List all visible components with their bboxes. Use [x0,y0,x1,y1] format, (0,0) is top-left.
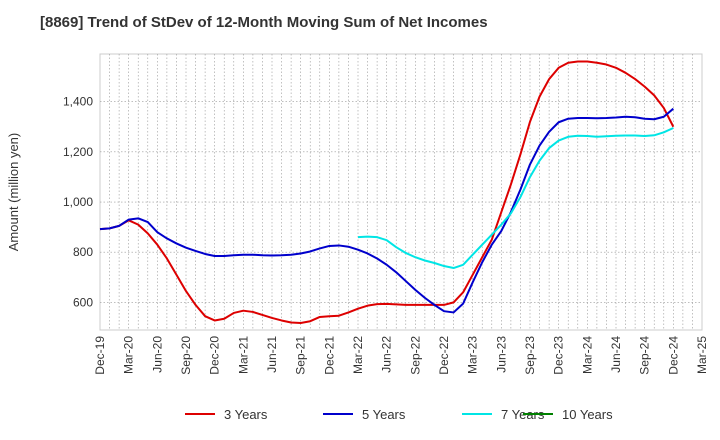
plot-area [99,53,703,331]
x-tick-label: Dec-23 [552,336,566,375]
x-tick-label: Sep-20 [179,336,193,375]
y-tick-label: 1,400 [63,95,93,109]
x-tick-label: Sep-23 [523,336,537,375]
legend-label: 5 Years [362,407,406,422]
series-line-5-years [99,107,674,314]
grid [100,54,702,330]
x-tick-label: Mar-23 [466,336,480,374]
x-tick-label: Sep-21 [294,336,308,375]
legend-label: 10 Years [562,407,613,422]
x-tick-labels: Dec-19 Mar-20 Jun-20 Sep-20 Dec-20 Mar-21 Jun-… [93,336,709,375]
y-tick-label: 800 [73,245,93,259]
y-tick-labels: 600 800 1,000 1,200 1,400 [63,95,93,310]
x-tick-label: Dec-24 [666,336,680,375]
series-line-3-years [99,60,675,324]
x-tick-label: Dec-20 [208,336,222,375]
legend: 3 Years 5 Years 7 Years 10 Years [185,407,613,422]
legend-label: 7 Years [501,407,545,422]
y-tick-label: 1,200 [63,145,93,159]
y-axis-title: Amount (million yen) [6,133,21,252]
y-tick-label: 600 [73,295,93,309]
x-tick-label: Jun-23 [494,336,508,373]
x-tick-label: Jun-24 [609,336,623,373]
chart-title: [8869] Trend of StDev of 12-Month Moving… [40,14,488,31]
x-tick-label: Mar-20 [122,336,136,374]
x-tick-label: Sep-22 [408,336,422,375]
x-tick-label: Dec-19 [93,336,107,375]
x-tick-label: Jun-21 [265,336,279,373]
x-tick-label: Mar-21 [236,336,250,374]
x-tick-label: Jun-22 [380,336,394,373]
legend-label: 3 Years [224,407,268,422]
x-tick-label: Mar-24 [580,336,594,374]
series-lines [99,60,675,324]
x-tick-label: Sep-24 [638,336,652,375]
x-tick-label: Jun-20 [150,336,164,373]
y-tick-label: 1,000 [63,195,93,209]
x-tick-label: Dec-21 [322,336,336,375]
x-tick-label: Mar-22 [351,336,365,374]
x-tick-label: Mar-25 [695,336,709,374]
series-line-7-years [357,127,674,270]
x-tick-label: Dec-22 [437,336,451,375]
